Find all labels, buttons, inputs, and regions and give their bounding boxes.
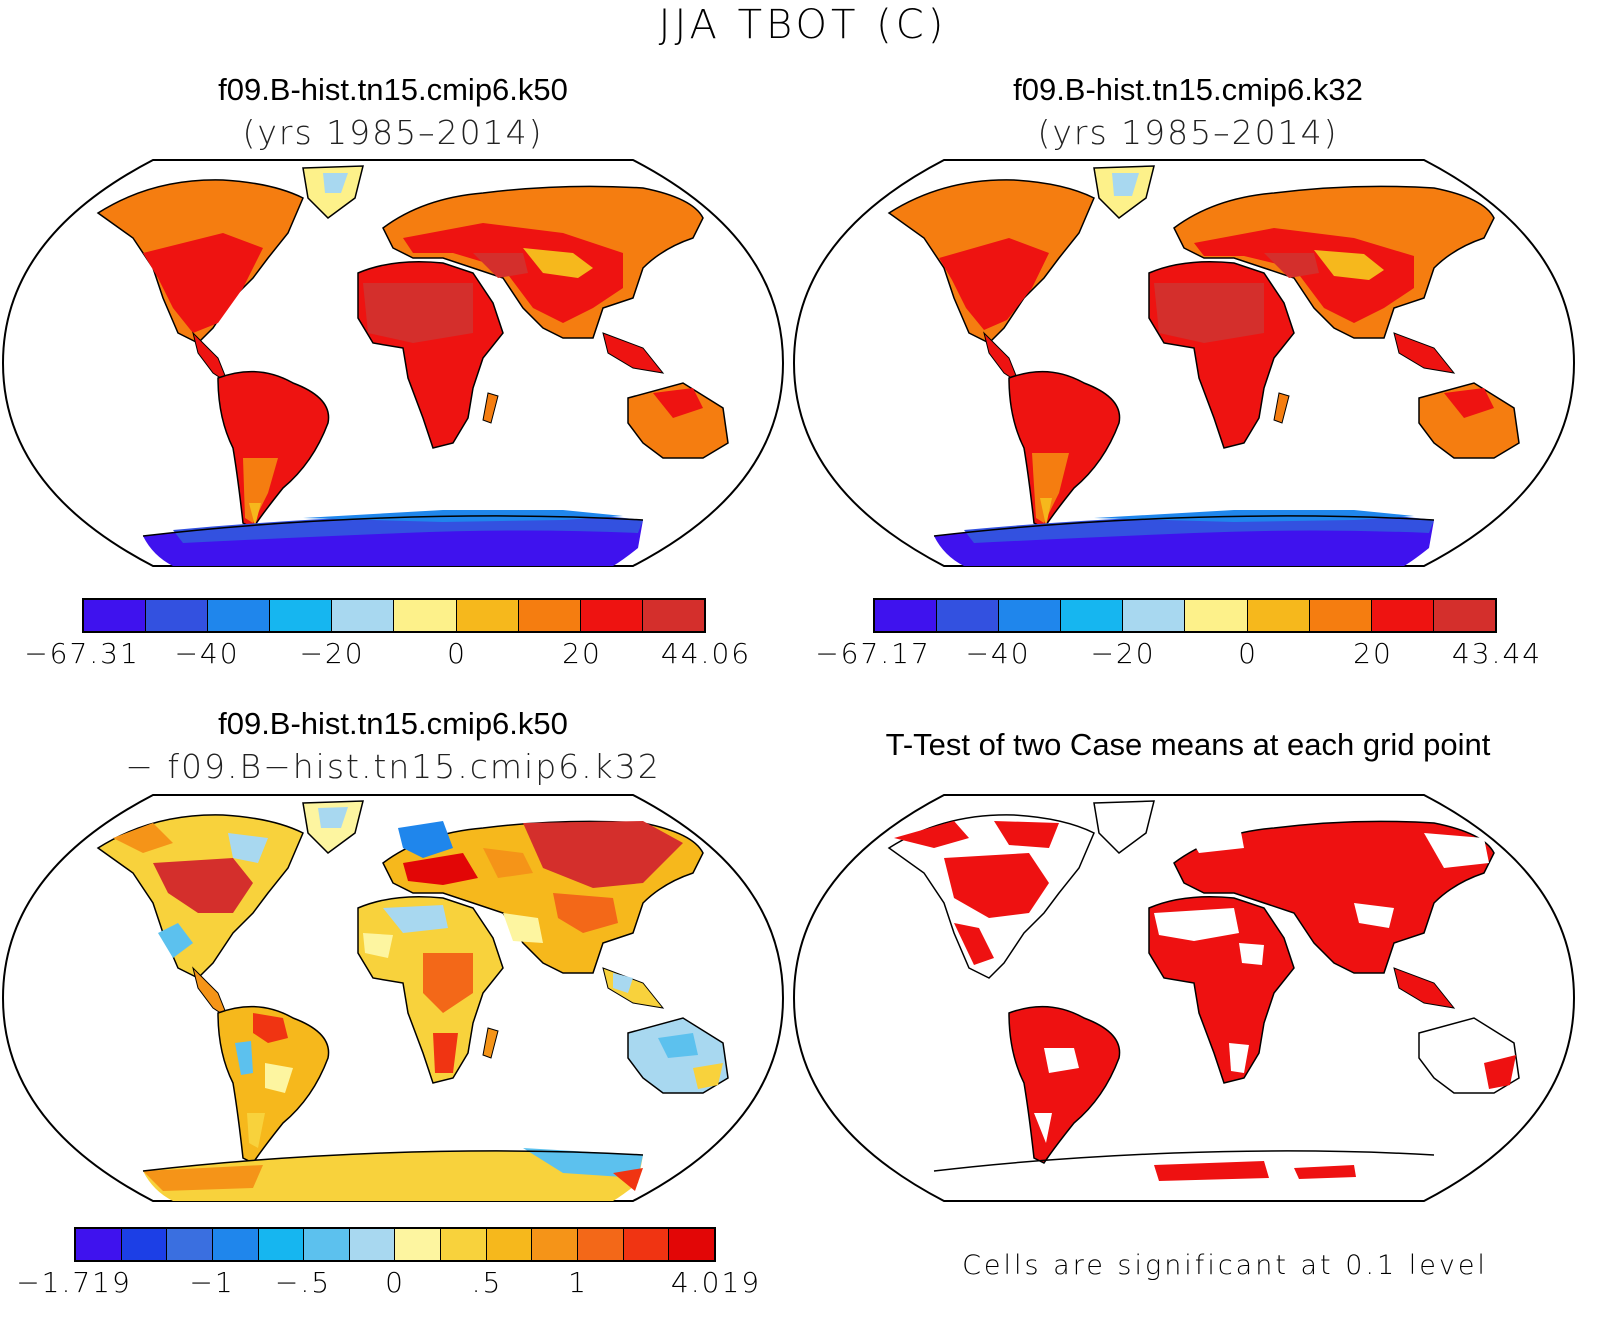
colorbar-cell xyxy=(456,600,519,631)
colorbar-cell xyxy=(304,1229,350,1260)
panel-k32-subtitle: (yrs 1985–2014) xyxy=(1037,113,1339,152)
colorbar-tick-label: −20 xyxy=(299,637,365,670)
colorbar-cell xyxy=(937,600,1000,631)
colorbar-k32 xyxy=(873,598,1497,633)
colorbar-tick-label: .5 xyxy=(471,1266,503,1299)
colorbar-cell xyxy=(580,600,643,631)
colorbar-cell xyxy=(258,1229,305,1260)
colorbar-tick-label: −67.17 xyxy=(815,637,931,670)
colorbar-tick-label: 43.44 xyxy=(1451,637,1543,670)
colorbar-cell xyxy=(76,1229,122,1260)
colorbar-tick-label: 20 xyxy=(1353,637,1393,670)
colorbar-tick-label: −40 xyxy=(965,637,1031,670)
colorbar-tick-label: 20 xyxy=(562,637,602,670)
colorbar-cell xyxy=(623,1229,670,1260)
colorbar-cell xyxy=(394,600,457,631)
colorbar-cell xyxy=(1371,600,1434,631)
colorbar-cell xyxy=(212,1229,259,1260)
colorbar-tick-label: −1 xyxy=(189,1266,235,1299)
figure-title: JJA TBOT (C) xyxy=(658,2,948,48)
colorbar-tick-label: −.5 xyxy=(274,1266,332,1299)
significance-note: Cells are significant at 0.1 level xyxy=(962,1250,1488,1281)
panel-diff-title: f09.B-hist.tn15.cmip6.k50 xyxy=(218,706,568,741)
colorbar-tick-label: 0 xyxy=(385,1266,405,1299)
colorbar-cell xyxy=(208,600,271,631)
colorbar-cell xyxy=(486,1229,533,1260)
colorbar-tick-label: −67.31 xyxy=(24,637,140,670)
colorbar-tick-label: 0 xyxy=(1238,637,1258,670)
colorbar-cell xyxy=(999,600,1062,631)
colorbar-cell xyxy=(1433,600,1495,631)
colorbar-cell xyxy=(395,1229,442,1260)
colorbar-cell xyxy=(349,1229,396,1260)
colorbar-cell xyxy=(332,600,395,631)
map-k50 xyxy=(1,159,785,567)
colorbar-cell xyxy=(146,600,209,631)
colorbar-cell xyxy=(441,1229,487,1260)
colorbar-cell xyxy=(270,600,333,631)
colorbar-tick-label: 1 xyxy=(568,1266,588,1299)
colorbar-cell xyxy=(669,1229,714,1260)
colorbar-cell xyxy=(1247,600,1310,631)
colorbar-cell xyxy=(1061,600,1124,631)
colorbar-cell xyxy=(1309,600,1372,631)
colorbar-k50 xyxy=(82,598,706,633)
colorbar-tick-label: 44.06 xyxy=(660,637,752,670)
map-difference xyxy=(1,794,785,1202)
panel-k32-title: f09.B-hist.tn15.cmip6.k32 xyxy=(1013,72,1363,107)
colorbar-tick-label: 4.019 xyxy=(670,1266,762,1299)
colorbar-tick-label: −40 xyxy=(174,637,240,670)
colorbar-cell xyxy=(1123,600,1186,631)
panel-k50-subtitle: (yrs 1985–2014) xyxy=(242,113,544,152)
colorbar-cell xyxy=(578,1229,624,1260)
colorbar-cell xyxy=(875,600,938,631)
colorbar-tick-label: −20 xyxy=(1090,637,1156,670)
map-ttest xyxy=(792,794,1576,1202)
panel-k50-title: f09.B-hist.tn15.cmip6.k50 xyxy=(218,72,568,107)
colorbar-cell xyxy=(1185,600,1248,631)
colorbar-cell xyxy=(121,1229,168,1260)
colorbar-cell xyxy=(532,1229,579,1260)
panel-ttest-title: T-Test of two Case means at each grid po… xyxy=(885,727,1491,762)
colorbar-cell xyxy=(84,600,147,631)
colorbar-tick-label: 0 xyxy=(447,637,467,670)
colorbar-cell xyxy=(642,600,704,631)
map-k32 xyxy=(792,159,1576,567)
colorbar-tick-label: −1.719 xyxy=(16,1266,132,1299)
colorbar-cell xyxy=(167,1229,213,1260)
colorbar-difference xyxy=(74,1227,716,1262)
panel-diff-subtitle: − f09.B−hist.tn15.cmip6.k32 xyxy=(125,747,661,786)
colorbar-cell xyxy=(518,600,581,631)
